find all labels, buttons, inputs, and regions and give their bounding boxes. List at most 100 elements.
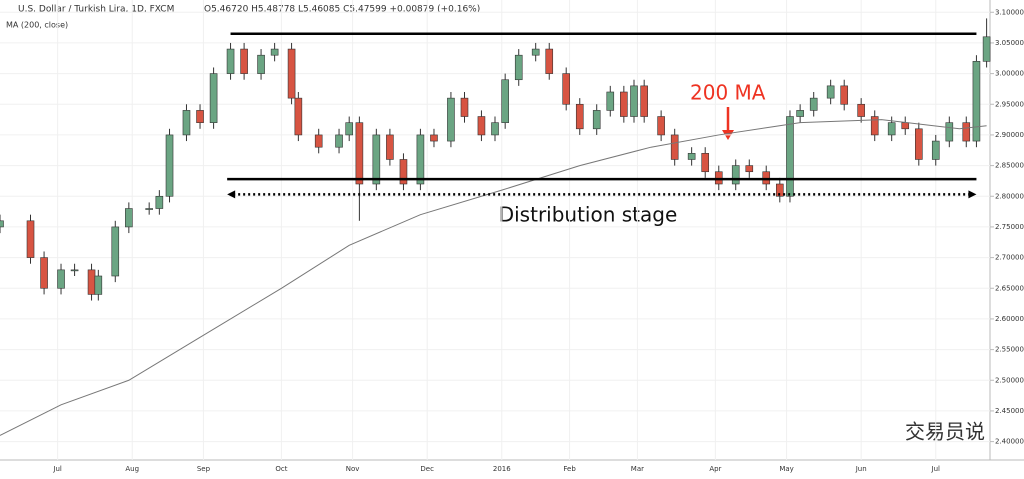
- candle-body: [687, 153, 696, 160]
- candle-body: [657, 116, 665, 136]
- candle-body: [915, 128, 923, 160]
- candle-body: [372, 134, 381, 185]
- candle-body: [94, 275, 103, 295]
- candle-body: [226, 48, 235, 74]
- candle-body: [314, 134, 323, 148]
- candle-body: [745, 165, 754, 173]
- candle-body: [460, 97, 469, 117]
- candle-body: [335, 134, 343, 148]
- candle-body: [931, 140, 940, 160]
- candle-body: [501, 79, 509, 123]
- candle-body: [57, 269, 65, 289]
- ohlc-readout: O5.46720 H5.48778 L5.46085 C5.47599 +0.0…: [204, 5, 480, 15]
- candle-body: [796, 110, 804, 117]
- candle-body: [731, 165, 740, 185]
- candle-body: [826, 85, 835, 99]
- candle-body: [26, 220, 35, 258]
- y-tick-label: 2.55000: [995, 346, 1024, 354]
- candle-body: [111, 226, 120, 277]
- candle-body: [355, 122, 364, 185]
- candle-body: [640, 85, 648, 117]
- y-tick-label: 2.50000: [995, 376, 1024, 384]
- candle-body: [840, 85, 849, 105]
- candle-body: [575, 103, 584, 130]
- candle-body: [491, 122, 499, 136]
- candle-body: [630, 85, 638, 117]
- y-tick-label: 3.00000: [995, 70, 1024, 78]
- candle-body: [775, 183, 784, 197]
- candle-body: [531, 48, 540, 56]
- y-tick-label: 3.05000: [995, 39, 1024, 47]
- y-tick-label: 2.75000: [995, 223, 1024, 231]
- candle-body: [294, 97, 303, 136]
- candle-body: [945, 122, 954, 142]
- candle-body: [562, 73, 570, 105]
- candle-body: [125, 208, 133, 228]
- candle-body: [430, 134, 438, 142]
- candle-body: [606, 91, 615, 111]
- indicator-label: MA (200, close): [6, 21, 68, 30]
- range-arrow-head: [227, 190, 236, 199]
- y-tick-label: 2.95000: [995, 100, 1024, 108]
- y-tick-label: 2.90000: [995, 131, 1024, 139]
- candle-body: [209, 73, 218, 123]
- x-tick-label: Nov: [346, 465, 360, 473]
- candle-body: [87, 269, 96, 295]
- candle-body: [901, 122, 910, 130]
- y-tick-label: 2.65000: [995, 284, 1024, 292]
- y-tick-label: 2.60000: [995, 315, 1024, 323]
- candle-body: [982, 36, 991, 62]
- candle-body: [514, 54, 523, 81]
- candle-body: [399, 159, 408, 185]
- candle-body: [701, 153, 710, 173]
- x-tick-label: Apr: [709, 465, 721, 473]
- x-tick-label: Jul: [931, 465, 941, 473]
- y-tick-label: 2.80000: [995, 192, 1024, 200]
- candle-body: [165, 134, 174, 197]
- ma-annotation: 200 MA: [690, 81, 766, 105]
- candle-body: [416, 134, 425, 185]
- x-tick-label: Jun: [855, 465, 867, 473]
- y-tick-label: 2.45000: [995, 407, 1024, 415]
- chart-title: U.S. Dollar / Turkish Lira, 1D, FXCM: [18, 5, 174, 15]
- candle-body: [870, 116, 879, 136]
- x-tick-label: Dec: [420, 465, 434, 473]
- candle-body: [857, 103, 865, 117]
- x-tick-label: Feb: [563, 465, 576, 473]
- x-tick-label: 2016: [493, 465, 511, 473]
- x-tick-label: Mar: [631, 465, 644, 473]
- y-tick-label: 3.10000: [995, 8, 1024, 16]
- x-tick-label: Aug: [125, 465, 139, 473]
- candle-body: [386, 134, 394, 160]
- candle-body: [70, 269, 79, 272]
- candle-body: [257, 54, 265, 74]
- range-label: Distribution stage: [499, 203, 678, 227]
- x-tick-label: Oct: [275, 465, 287, 473]
- y-tick-label: 2.85000: [995, 162, 1024, 170]
- range-arrow-head: [968, 190, 977, 199]
- candle-body: [447, 97, 455, 142]
- candle-body: [592, 110, 601, 130]
- candle-body: [809, 97, 818, 111]
- candle-body: [786, 116, 794, 197]
- candle-body: [620, 91, 628, 117]
- ma-line: [0, 119, 987, 436]
- x-tick-label: May: [779, 465, 793, 473]
- candle-body: [40, 257, 48, 289]
- candle-body: [145, 208, 153, 210]
- candle-body: [345, 122, 354, 136]
- candle-body: [887, 122, 896, 136]
- watermark: 交易员说: [905, 420, 985, 444]
- candle-body: [196, 110, 204, 123]
- y-tick-label: 2.70000: [995, 254, 1024, 262]
- candle-body: [182, 110, 191, 136]
- candle-body: [545, 48, 554, 74]
- candle-body: [477, 116, 486, 136]
- candle-body: [670, 134, 679, 160]
- candle-body: [240, 48, 248, 74]
- candle-body: [270, 48, 279, 56]
- x-tick-label: Sep: [197, 465, 211, 473]
- candle-body: [0, 220, 4, 228]
